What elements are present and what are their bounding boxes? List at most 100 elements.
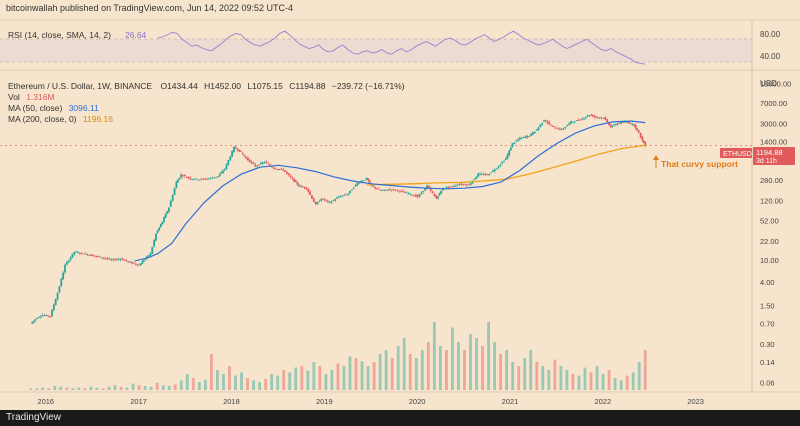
candle-body [134,263,137,265]
y-tick-label: 22.00 [760,237,779,246]
volume-bar [203,379,207,390]
candle-body [627,121,630,124]
volume-bar [505,350,509,390]
candle-body [143,260,145,262]
volume-bar [191,378,195,390]
svg-text:Ethereum / U.S. Dollar, 1W, BI: Ethereum / U.S. Dollar, 1W, BINANCE O143… [8,81,405,91]
candle-body [278,169,281,170]
volume-bar [318,366,322,390]
y-tick-label: 280.00 [760,176,783,185]
candle-body [73,251,76,255]
candle-body [354,184,357,187]
volume-bar [240,372,243,390]
candle-body [233,146,235,153]
candle-body [584,117,587,119]
volume-bar [631,372,635,390]
candle-body [314,201,317,205]
rsi-tick-80: 80.00 [760,30,781,39]
candle-body [54,299,57,306]
candle-body [80,252,83,254]
x-tick-label: 2020 [409,397,426,406]
candle-body [185,176,188,178]
y-tick-label: 0.30 [760,340,775,349]
candle-body [91,254,94,257]
volume-bar [637,362,641,390]
candle-body [479,173,481,175]
candle-body [431,191,434,194]
volume-bar [300,366,304,390]
publisher-line: bitcoinwallah published on TradingView.c… [6,3,293,13]
candle-body [259,162,262,165]
candle-body [415,194,417,197]
candle-body [449,186,452,188]
candle-body [194,178,197,180]
volume-bar [553,359,557,390]
candle-body [78,253,81,255]
candle-body [631,123,634,125]
candle-body [254,164,257,167]
candle-body [466,184,468,186]
candle-body [175,181,178,189]
svg-text:MA (200, close, 0) 119: MA (200, close, 0) 1196.16 [8,114,113,124]
candle-body [625,121,628,123]
candle-body [352,187,355,189]
candle-body [389,189,391,191]
price-badge: 1194.88 3d 11h [753,147,795,165]
candle-body [571,121,574,123]
candle-body [477,173,480,177]
candle-body [508,150,511,156]
candle-body [358,182,361,184]
candle-body [581,118,584,120]
candle-body [451,186,454,187]
candle-body [495,168,498,170]
candle-body [424,187,427,191]
volume-bar [529,350,533,390]
candle-body [608,122,610,126]
volume-bar [559,366,563,390]
volume-bar [306,370,310,390]
candle-body [445,187,448,189]
candle-body [343,194,346,196]
volume-bar [276,375,280,390]
volume-bar [499,354,503,390]
volume-bar [426,342,430,390]
candle-body [41,315,44,317]
candle-body [125,259,128,261]
candle-body [372,185,375,187]
candle-body [555,127,558,129]
candle-body [616,123,619,125]
candle-body [51,309,53,317]
candle-body [511,143,514,147]
candle-body [385,189,388,191]
volume-bar [149,386,153,390]
candle-body [530,133,532,136]
candle-body [413,195,415,197]
candle-body [274,168,277,170]
candle-body [428,186,430,188]
candle-body [112,258,115,260]
candle-body [501,161,504,164]
candle-body [47,315,50,317]
candle-body [456,184,459,186]
candle-body [187,176,190,178]
volume-bar [523,358,527,390]
svg-text:Vol 1.316M: Vol 1.316M [8,92,55,102]
candle-body [467,184,470,186]
candle-body [337,196,340,198]
candle-body [246,157,249,161]
candle-body [334,199,337,201]
candle-body [69,257,72,261]
candle-body [84,253,87,255]
candle-body [276,169,279,171]
candle-body [549,124,552,126]
candle-body [209,177,212,179]
candle-body [426,185,428,189]
volume-bar [282,370,286,390]
volume-bar [360,361,364,390]
price-badge-value: 1194.88 [756,148,783,157]
candle-body [146,256,149,258]
candle-body [129,261,131,263]
candle-body [200,178,203,180]
svg-text:MA (50, close) 3096.11: MA (50, close) 3096.11 [8,103,99,113]
